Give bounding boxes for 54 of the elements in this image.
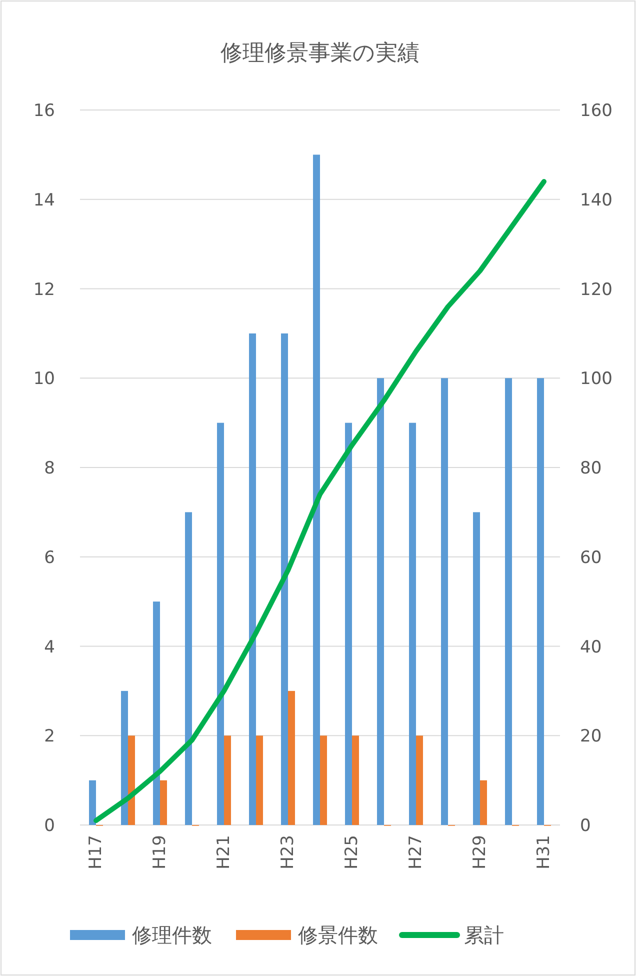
y2-tick-label: 120 bbox=[580, 280, 612, 300]
y2-tick-label: 20 bbox=[580, 726, 602, 747]
y2-tick-label: 40 bbox=[580, 637, 602, 658]
x-tick-label: H25 bbox=[342, 835, 362, 870]
bar bbox=[409, 422, 416, 825]
bar bbox=[473, 512, 480, 825]
x-tick-label: H29 bbox=[470, 835, 490, 870]
y-tick-label: 12 bbox=[33, 280, 55, 300]
y-tick-label: 14 bbox=[33, 190, 55, 210]
x-tick-label: H21 bbox=[214, 835, 234, 870]
bar bbox=[281, 333, 288, 825]
bar bbox=[89, 780, 96, 825]
y-tick-label: 6 bbox=[44, 548, 55, 568]
y2-tick-label: 60 bbox=[580, 548, 602, 568]
y2-tick-label: 140 bbox=[580, 190, 612, 210]
x-tick-label: H17 bbox=[86, 835, 106, 870]
y-tick-label: 2 bbox=[44, 726, 55, 747]
y2-tick-label: 100 bbox=[580, 369, 612, 390]
legend-label: 累計 bbox=[464, 923, 504, 947]
chart-title: 修理修景事業の実績 bbox=[220, 41, 420, 66]
bar bbox=[320, 736, 327, 825]
y2-tick-label: 0 bbox=[580, 816, 591, 836]
bar bbox=[416, 736, 423, 825]
y2-tick-label: 160 bbox=[580, 101, 612, 121]
bar bbox=[128, 736, 135, 825]
y-tick-label: 4 bbox=[44, 637, 55, 658]
x-tick-label: H31 bbox=[534, 835, 554, 870]
y-tick-label: 10 bbox=[33, 369, 55, 390]
legend-label: 修理件数 bbox=[132, 923, 212, 947]
bar bbox=[505, 378, 512, 825]
bar bbox=[153, 602, 160, 825]
bar bbox=[288, 690, 295, 825]
bar bbox=[313, 154, 320, 825]
bar bbox=[217, 422, 224, 825]
bar bbox=[537, 378, 544, 825]
x-tick-label: H19 bbox=[150, 835, 170, 870]
bar bbox=[256, 736, 263, 825]
bar bbox=[377, 378, 384, 825]
legend-label: 修景件数 bbox=[298, 923, 378, 947]
x-tick-label: H27 bbox=[406, 835, 426, 870]
bar bbox=[160, 780, 167, 825]
bar bbox=[185, 512, 192, 825]
y-tick-label: 0 bbox=[44, 816, 55, 836]
x-tick-label: H23 bbox=[278, 835, 298, 870]
y-tick-label: 16 bbox=[33, 101, 55, 121]
y-tick-label: 8 bbox=[44, 458, 55, 478]
bar bbox=[480, 780, 487, 825]
y2-tick-label: 80 bbox=[580, 458, 602, 478]
bar bbox=[352, 736, 359, 825]
bar bbox=[224, 736, 231, 825]
bar bbox=[249, 333, 256, 825]
bar bbox=[121, 690, 128, 825]
bar bbox=[345, 422, 352, 825]
bar bbox=[441, 378, 448, 825]
